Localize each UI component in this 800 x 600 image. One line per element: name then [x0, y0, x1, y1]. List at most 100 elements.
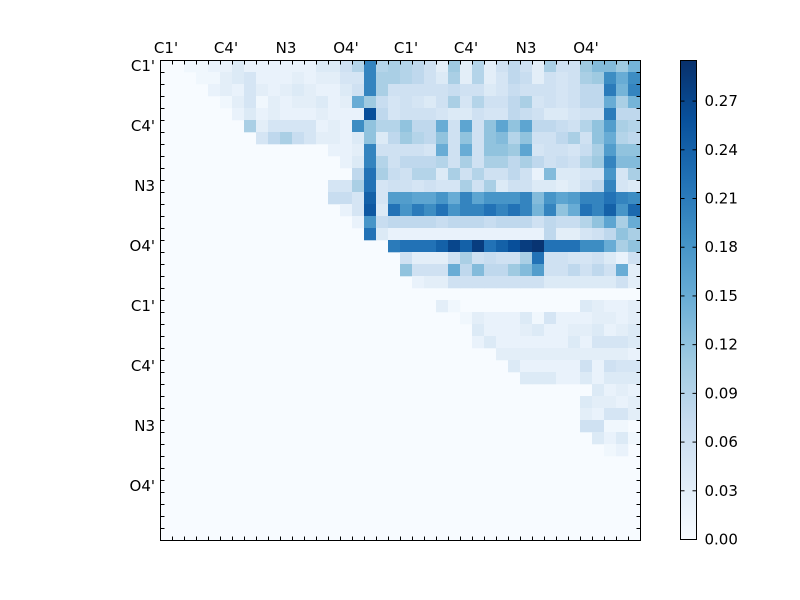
heatmap-cell	[508, 144, 521, 157]
heatmap-cell	[556, 372, 569, 385]
heatmap-cell	[448, 156, 461, 169]
heatmap-cell	[520, 228, 533, 241]
heatmap-cell	[592, 408, 605, 421]
heatmap-cell	[484, 264, 497, 277]
heatmap-cell	[544, 360, 557, 373]
heatmap-cell	[556, 132, 569, 145]
heatmap-cell	[628, 384, 641, 397]
heatmap-cell	[436, 96, 449, 109]
heatmap-cell	[520, 120, 533, 133]
heatmap-cell	[616, 216, 629, 229]
heatmap-cell	[496, 84, 509, 97]
heatmap-cell	[436, 192, 449, 205]
heatmap-cell	[604, 120, 617, 133]
heatmap-cell	[496, 252, 509, 265]
heatmap-cell	[388, 120, 401, 133]
heatmap-cell	[496, 216, 509, 229]
heatmap-cell	[628, 108, 641, 121]
heatmap-cell	[400, 72, 413, 85]
heatmap-cell	[268, 108, 281, 121]
heatmap-cell	[604, 312, 617, 325]
heatmap-cell	[628, 396, 641, 409]
heatmap-cell	[460, 72, 473, 85]
heatmap-cell	[496, 120, 509, 133]
heatmap-cell	[436, 180, 449, 193]
heatmap-cell	[532, 240, 545, 253]
heatmap-cell	[496, 240, 509, 253]
heatmap-cell	[568, 168, 581, 181]
heatmap-cell	[496, 336, 509, 349]
heatmap-cell	[472, 324, 485, 337]
heatmap-cell	[580, 252, 593, 265]
heatmap-cell	[352, 204, 365, 217]
heatmap-cell	[628, 192, 641, 205]
heatmap-cell	[400, 228, 413, 241]
heatmap-cell	[316, 132, 329, 145]
heatmap-cell	[568, 252, 581, 265]
heatmap-cell	[448, 96, 461, 109]
heatmap-cell	[556, 168, 569, 181]
heatmap-cell	[472, 312, 485, 325]
heatmap-cell	[508, 180, 521, 193]
heatmap-cell	[340, 72, 353, 85]
heatmap-cell	[448, 168, 461, 181]
heatmap-cell	[616, 408, 629, 421]
heatmap-cell	[472, 144, 485, 157]
x-tick-label: C4'	[214, 39, 238, 57]
heatmap-cell	[580, 396, 593, 409]
heatmap-cell	[412, 156, 425, 169]
heatmap-cell	[532, 120, 545, 133]
heatmap-cell	[376, 180, 389, 193]
heatmap-cell	[484, 180, 497, 193]
heatmap-cell	[388, 240, 401, 253]
heatmap-cell	[580, 216, 593, 229]
heatmap-cell	[424, 168, 437, 181]
heatmap-cell	[592, 96, 605, 109]
heatmap-cell	[448, 204, 461, 217]
heatmap-cell	[532, 336, 545, 349]
heatmap-cell	[484, 144, 497, 157]
heatmap-cell	[616, 360, 629, 373]
heatmap-cell	[496, 204, 509, 217]
heatmap-cell	[496, 144, 509, 157]
heatmap-cell	[592, 312, 605, 325]
heatmap-cell	[412, 84, 425, 97]
heatmap-cell	[592, 264, 605, 277]
heatmap-cell	[340, 204, 353, 217]
heatmap-cell	[532, 252, 545, 265]
heatmap-cell	[340, 144, 353, 157]
heatmap-cell	[628, 120, 641, 133]
heatmap-cell	[280, 132, 293, 145]
heatmap-cell	[604, 180, 617, 193]
heatmap-cell	[508, 72, 521, 85]
heatmap-cell	[616, 96, 629, 109]
heatmap-cell	[316, 60, 329, 73]
heatmap-cell	[580, 72, 593, 85]
heatmap-cell	[580, 156, 593, 169]
heatmap-cell	[292, 60, 305, 73]
heatmap-cell	[364, 180, 377, 193]
heatmap-cell	[604, 276, 617, 289]
heatmap-cell	[328, 180, 341, 193]
heatmap-cell	[568, 180, 581, 193]
heatmap-cell	[616, 144, 629, 157]
heatmap-cell	[580, 324, 593, 337]
heatmap-cell	[556, 348, 569, 361]
heatmap-cell	[436, 60, 449, 73]
heatmap-cell	[592, 324, 605, 337]
heatmap-cell	[292, 96, 305, 109]
heatmap-cell	[532, 180, 545, 193]
heatmap-cell	[628, 240, 641, 253]
heatmap-cell	[592, 348, 605, 361]
heatmap-cell	[244, 120, 257, 133]
heatmap-cell	[592, 360, 605, 373]
heatmap-cell	[544, 60, 557, 73]
heatmap-cell	[592, 384, 605, 397]
y-tick-label: O4'	[130, 477, 155, 495]
heatmap-cell	[604, 336, 617, 349]
heatmap-cell	[508, 240, 521, 253]
heatmap-cell	[604, 204, 617, 217]
heatmap-cell	[424, 84, 437, 97]
heatmap-cell	[604, 432, 617, 445]
heatmap-cell	[424, 96, 437, 109]
